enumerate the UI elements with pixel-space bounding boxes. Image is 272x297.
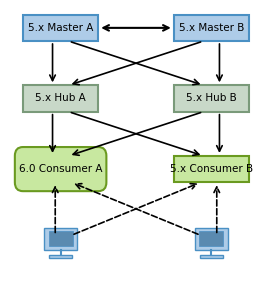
FancyBboxPatch shape — [174, 156, 249, 182]
Text: 5.x Consumer B: 5.x Consumer B — [170, 164, 253, 174]
FancyBboxPatch shape — [48, 231, 73, 246]
Text: 5.x Hub A: 5.x Hub A — [35, 94, 86, 103]
FancyBboxPatch shape — [49, 255, 72, 258]
Text: 5.x Hub B: 5.x Hub B — [186, 94, 237, 103]
Text: 6.0 Consumer A: 6.0 Consumer A — [19, 164, 102, 174]
FancyBboxPatch shape — [199, 231, 224, 246]
FancyBboxPatch shape — [23, 85, 98, 112]
FancyBboxPatch shape — [174, 15, 249, 41]
FancyBboxPatch shape — [44, 228, 77, 250]
FancyBboxPatch shape — [15, 147, 106, 191]
FancyBboxPatch shape — [200, 255, 223, 258]
Text: 5.x Master A: 5.x Master A — [28, 23, 93, 33]
FancyBboxPatch shape — [195, 228, 228, 250]
FancyBboxPatch shape — [23, 15, 98, 41]
Text: 5.x Master B: 5.x Master B — [179, 23, 244, 33]
FancyBboxPatch shape — [174, 85, 249, 112]
